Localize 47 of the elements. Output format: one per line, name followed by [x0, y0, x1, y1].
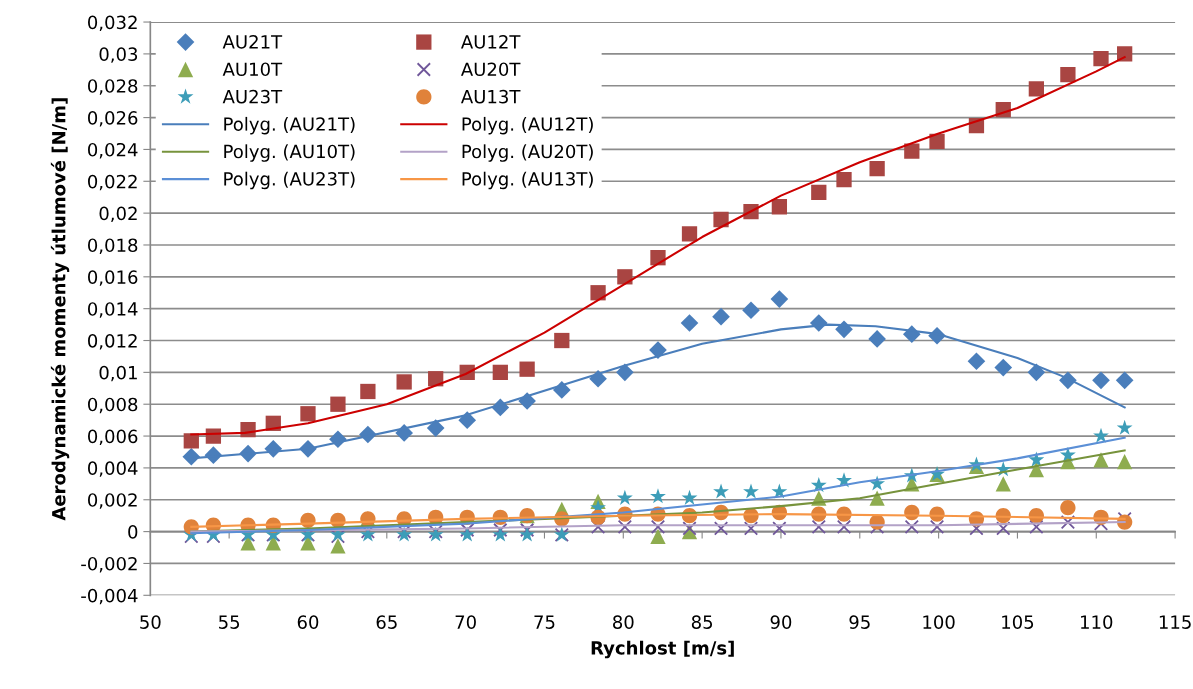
- y-tick-label: 0,022: [88, 174, 137, 191]
- legend-label: AU12T: [460, 35, 521, 49]
- x-tick-label: 95: [849, 615, 870, 629]
- legend-label: Polyg. (AU23T): [224, 171, 355, 190]
- y-tick-label: -0,002: [81, 556, 137, 573]
- y-tick-label: 0: [128, 525, 138, 539]
- x-tick-label: 85: [691, 615, 713, 629]
- legend-label: AU10T: [222, 62, 283, 77]
- y-tick-label: -0,004: [81, 588, 138, 605]
- y-tick-label: 0,032: [88, 15, 137, 32]
- legend-label: AU23T: [222, 89, 283, 104]
- y-tick-label: 0,008: [88, 397, 138, 414]
- x-tick-label: 70: [455, 615, 476, 629]
- y-tick-label: 0,016: [88, 270, 138, 286]
- x-axis-title: Rychlost [m/s]: [591, 640, 734, 659]
- x-tick-label: 90: [770, 615, 792, 629]
- legend-label: AU20T: [460, 62, 521, 77]
- legend-label: Polyg. (AU21T): [224, 116, 355, 135]
- y-tick-label: 0,014: [88, 302, 138, 318]
- x-tick-label: 105: [1002, 615, 1034, 629]
- x-tick-label: 75: [534, 615, 555, 629]
- x-tick-label: 55: [219, 615, 240, 629]
- y-tick-label: 0,01: [99, 365, 137, 382]
- x-tick-label: 110: [1081, 615, 1113, 629]
- x-tick-label: 65: [376, 615, 397, 629]
- x-tick-label: 60: [297, 615, 319, 629]
- y-tick-label: 0,004: [88, 461, 138, 477]
- legend-label: Polyg. (AU20T): [462, 144, 593, 162]
- y-axis-title: Aerodynamické momenty útlumové [N/m]: [50, 98, 70, 521]
- y-tick-label: 0,006: [88, 429, 138, 446]
- legend-label: Polyg. (AU10T): [224, 144, 355, 162]
- y-tick-label: 0,002: [88, 493, 137, 509]
- y-tick-label: 0,02: [99, 206, 137, 223]
- y-tick-label: 0,012: [88, 333, 137, 350]
- y-tick-label: 0,028: [88, 79, 138, 95]
- legend-label: Polyg. (AU12T): [462, 116, 593, 135]
- y-tick-label: 0,024: [88, 142, 138, 159]
- x-tick-label: 50: [140, 615, 161, 629]
- x-tick-label: 80: [613, 615, 634, 629]
- legend-label: AU13T: [460, 89, 521, 104]
- x-tick-label: 115: [1159, 615, 1191, 629]
- x-tick-label: 100: [923, 615, 955, 629]
- legend-label: Polyg. (AU13T): [462, 171, 593, 190]
- legend-label: AU21T: [222, 35, 283, 49]
- y-tick-label: 0,03: [99, 47, 138, 63]
- y-tick-label: 0,026: [88, 111, 138, 127]
- y-tick-label: 0,018: [88, 238, 138, 254]
